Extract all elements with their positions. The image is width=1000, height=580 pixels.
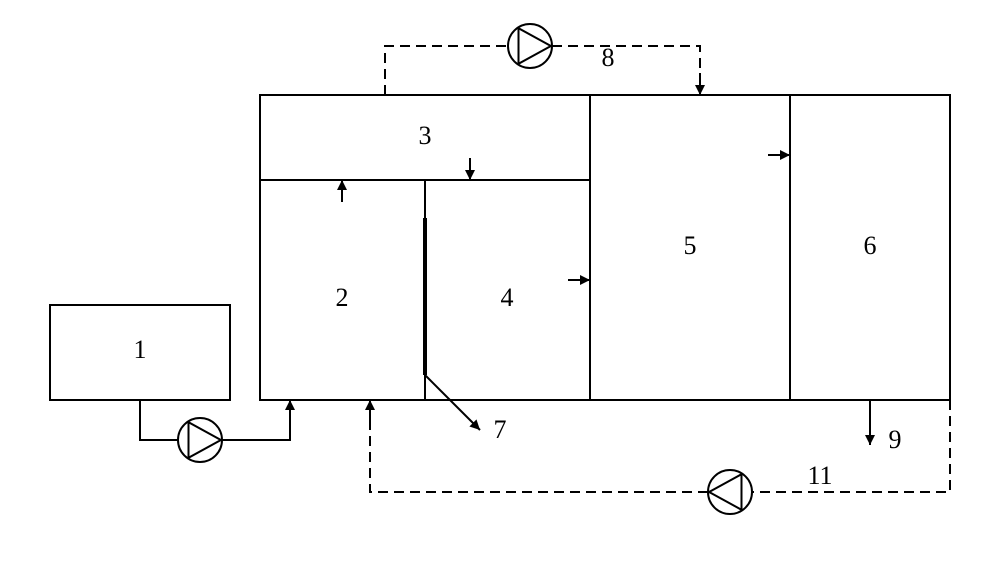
label-7: 7: [494, 415, 507, 444]
label-4: 4: [501, 283, 514, 312]
pipe: [385, 46, 508, 95]
label-1: 1: [134, 335, 147, 364]
label-3: 3: [419, 121, 432, 150]
pipe: [222, 400, 290, 440]
label-11: 11: [807, 461, 832, 490]
label-8: 8: [602, 43, 615, 72]
pipe: [552, 46, 700, 95]
label-9: 9: [889, 425, 902, 454]
pipe: [370, 400, 708, 492]
label-6: 6: [864, 231, 877, 260]
label-5: 5: [684, 231, 697, 260]
process-diagram: 1 2 3 4 5 6 7 8 9 11: [0, 0, 1000, 580]
pump-top-recycle: [508, 24, 552, 68]
pipe: [140, 400, 178, 440]
pump-feed: [178, 418, 222, 462]
zone-main: [260, 95, 950, 400]
pump-bottom-recycle: [708, 470, 752, 514]
label-2: 2: [336, 283, 349, 312]
pipe: [752, 400, 950, 492]
pointer-7: [425, 375, 480, 430]
